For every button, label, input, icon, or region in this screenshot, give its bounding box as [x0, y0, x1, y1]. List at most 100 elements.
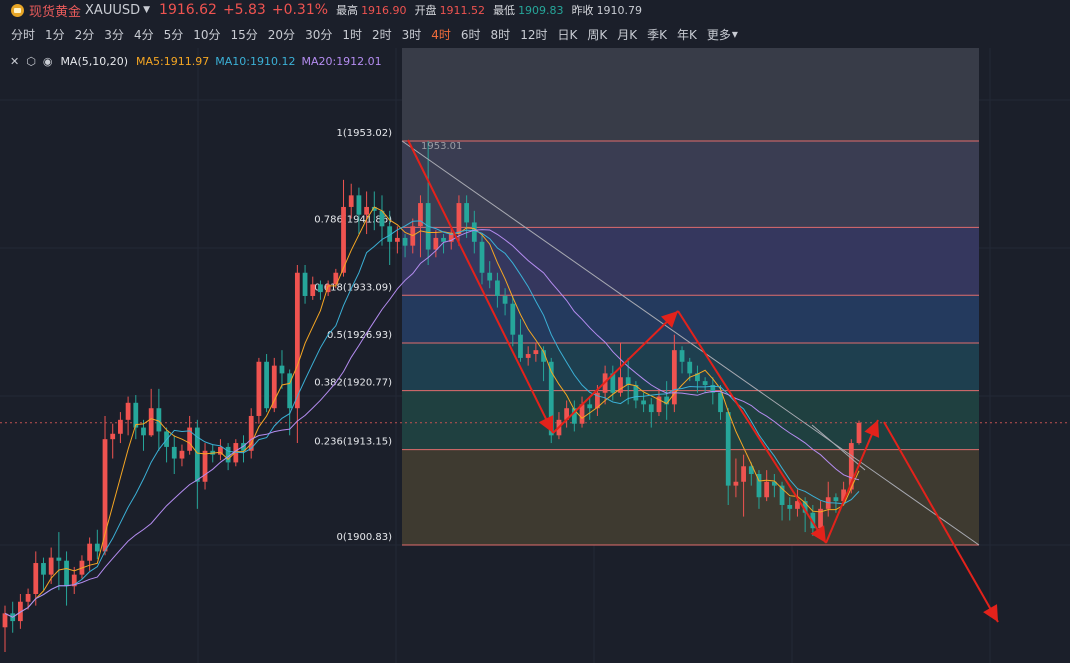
- tab-period[interactable]: 4分: [133, 27, 154, 42]
- candle-body: [248, 415, 254, 451]
- candle-body: [287, 373, 293, 409]
- candle-body: [756, 474, 762, 498]
- tab-period[interactable]: 20分: [267, 27, 296, 42]
- candle-body: [456, 203, 462, 235]
- candle-body: [318, 284, 323, 293]
- fib-level-label: 1(1953.02): [336, 128, 392, 139]
- visibility-eye-icon[interactable]: ◉: [42, 54, 53, 68]
- arrow-head: [538, 415, 554, 433]
- fib-level-label: 0(1900.83): [336, 532, 392, 543]
- stat-value: 1909.83: [518, 4, 564, 17]
- arrow-head: [810, 525, 826, 543]
- candle-body: [648, 404, 654, 413]
- candle-body: [264, 361, 269, 409]
- drawing-annotations[interactable]: 1953.01: [401, 139, 999, 623]
- stat-label: 昨收: [571, 4, 594, 17]
- tab-period[interactable]: 12时: [520, 27, 548, 42]
- ma10-value: MA10:1910.12: [215, 54, 296, 68]
- candle-body: [325, 284, 331, 293]
- candle-body: [402, 237, 408, 246]
- ma10-line: [4, 220, 860, 618]
- candle-body: [702, 381, 708, 385]
- tab-period[interactable]: 年K: [676, 27, 697, 42]
- tab-period[interactable]: 10分: [193, 27, 221, 42]
- candle-body: [633, 384, 639, 401]
- candle-body: [733, 481, 739, 486]
- stat-value: 1916.90: [361, 4, 407, 17]
- candle-body: [479, 241, 485, 273]
- candle-body: [664, 396, 670, 405]
- tab-period[interactable]: 2时: [371, 27, 392, 42]
- settings-icon[interactable]: ⬡: [26, 54, 36, 68]
- tab-period[interactable]: 1时: [342, 27, 362, 42]
- candle-body: [510, 303, 516, 335]
- candle-body: [102, 439, 108, 552]
- fibonacci-retracement[interactable]: 1(1953.02) 0.786(1941.86) 0.618(1933.09) 0.…: [0, 48, 1070, 546]
- candle-body: [448, 234, 454, 242]
- candle-body: [56, 557, 62, 561]
- candle-body: [625, 377, 631, 385]
- candle-body: [418, 203, 423, 227]
- stat-label: 最低: [493, 4, 516, 17]
- arrow-head: [983, 604, 998, 622]
- tab-period[interactable]: 季K: [647, 27, 667, 42]
- candle-body: [833, 497, 839, 502]
- candle-body: [610, 373, 616, 393]
- candle-body: [294, 272, 300, 409]
- tab-period[interactable]: 1分: [45, 27, 65, 42]
- tab-period[interactable]: 日K: [557, 27, 578, 42]
- tab-period[interactable]: 更多: [706, 27, 731, 42]
- instrument-symbol[interactable]: XAUUSD: [85, 2, 141, 18]
- fib-zone: [402, 295, 979, 343]
- candle-body: [364, 206, 369, 215]
- tab-period[interactable]: 3分: [104, 27, 124, 42]
- tab-period[interactable]: 分时: [11, 27, 36, 42]
- candle-body: [579, 404, 585, 424]
- tab-period[interactable]: 3时: [401, 27, 422, 42]
- fib-level-label: 0.786(1941.86): [314, 214, 392, 225]
- candle-body: [241, 443, 246, 451]
- tab-period[interactable]: 6时: [460, 27, 481, 42]
- candle-body: [656, 396, 662, 413]
- stat-value: 1910.79: [596, 4, 643, 17]
- candle-body: [64, 560, 69, 587]
- chevron-down-icon[interactable]: ▾: [731, 27, 738, 41]
- candle-body: [394, 237, 400, 242]
- stat-label: 开盘: [414, 4, 437, 17]
- candle-body: [495, 280, 500, 296]
- stat-label: 最高: [336, 4, 359, 17]
- candle-body: [841, 489, 846, 502]
- moving-average-lines: [4, 206, 860, 618]
- candle-body: [125, 402, 131, 420]
- tab-period[interactable]: 2分: [74, 27, 95, 42]
- candle-body: [741, 466, 746, 482]
- chevron-down-icon[interactable]: ▼: [143, 5, 151, 15]
- tab-period[interactable]: 30分: [305, 27, 333, 42]
- fib-zone: [402, 141, 979, 228]
- candle-body: [141, 427, 146, 436]
- fib-zone: [402, 449, 979, 545]
- candle-body: [718, 392, 723, 413]
- last-price: 1916.62: [159, 2, 217, 18]
- tab-period[interactable]: 4时: [431, 27, 451, 42]
- arrow-head: [661, 311, 678, 328]
- candle-body: [710, 384, 716, 393]
- close-icon[interactable]: ✕: [10, 54, 20, 68]
- tab-period[interactable]: 5分: [163, 27, 184, 42]
- instrument-name: 现货黄金: [29, 4, 82, 20]
- tab-period[interactable]: 8时: [490, 27, 511, 42]
- period-selector: 分时 1分 2分 3分 4分 5分 10分 15分 20分 30分 1时 2时 3时 4时 6时 8时 12时日…: [0, 24, 1070, 44]
- fib-zone: [402, 390, 979, 450]
- tab-period[interactable]: 月K: [617, 27, 638, 42]
- quote-stats: 最高 1916.90 开盘 1911.52 最低 1909.83 昨收 1910.79: [328, 2, 642, 18]
- tab-period[interactable]: 周K: [587, 27, 608, 42]
- tab-period[interactable]: 15分: [230, 27, 258, 42]
- candle-body: [533, 350, 539, 355]
- candle-body: [25, 594, 31, 602]
- candle-body: [471, 222, 477, 242]
- candle-body: [464, 203, 470, 223]
- projection-line: [677, 310, 827, 544]
- candle-body: [818, 508, 823, 529]
- candle-body: [856, 422, 862, 444]
